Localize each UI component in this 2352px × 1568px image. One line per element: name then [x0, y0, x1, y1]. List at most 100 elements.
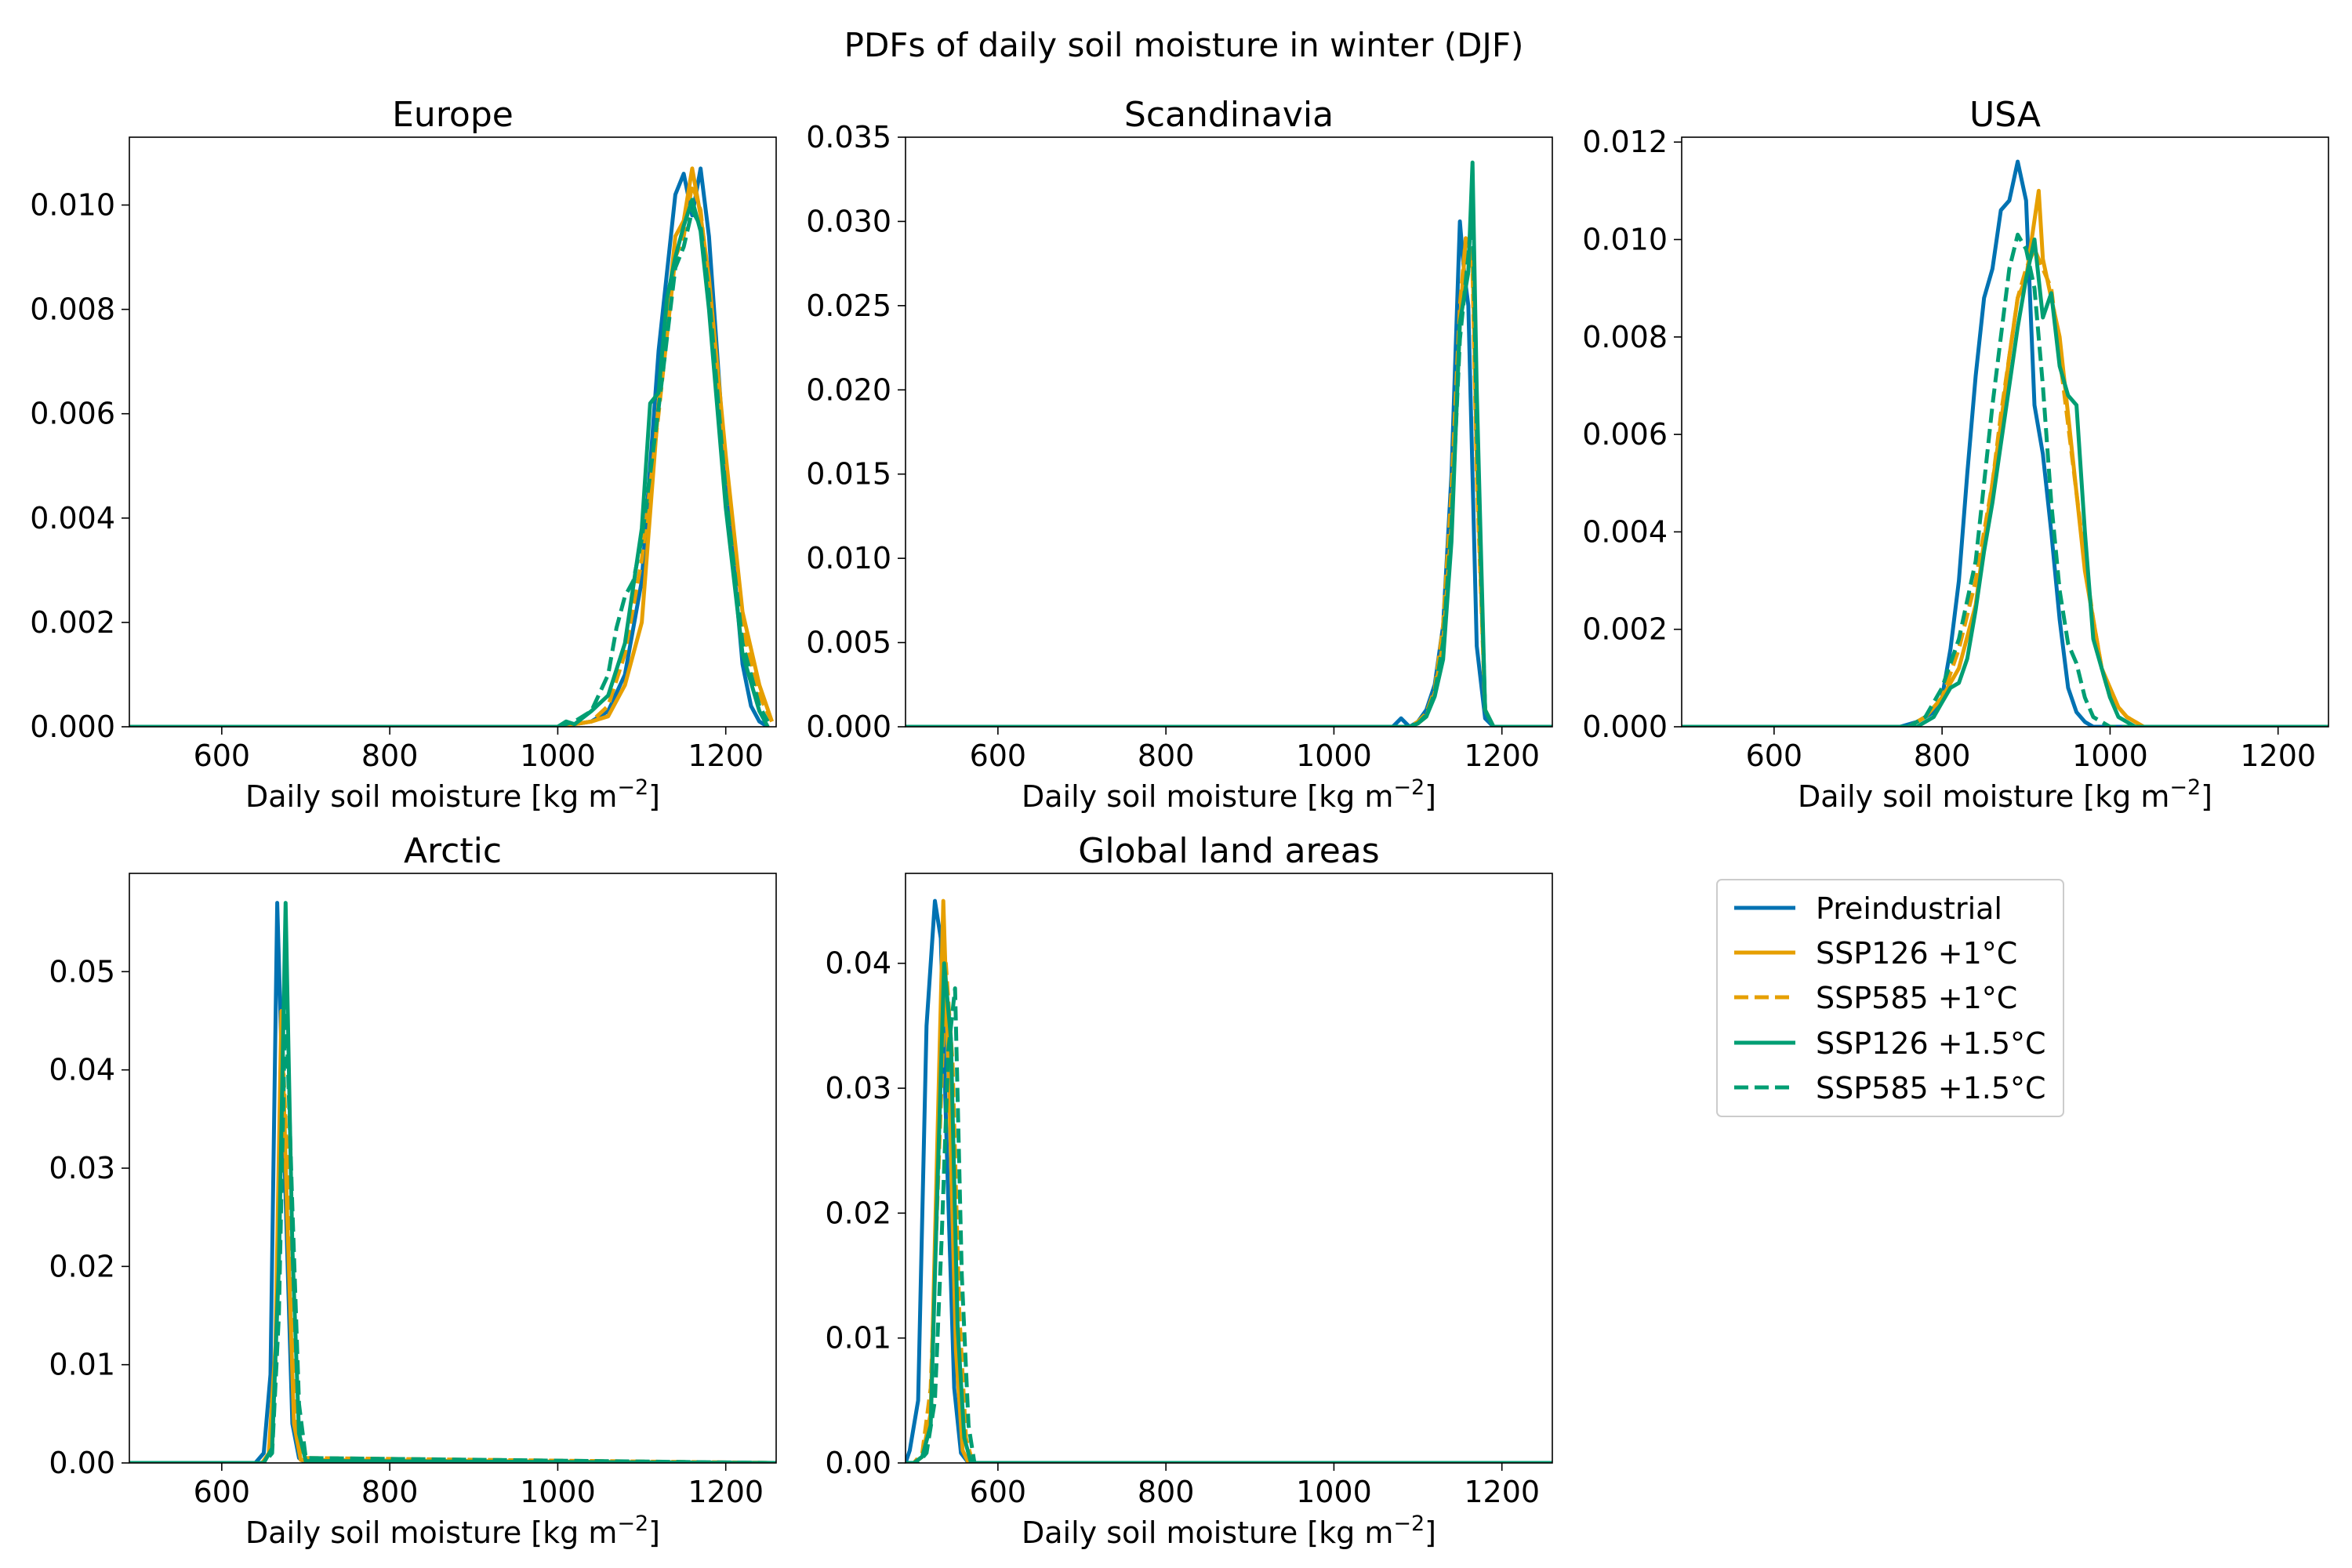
y-tick-label: 0.03 [49, 1151, 115, 1185]
x-axis-label-text: Daily soil moisture [kg m [1022, 1515, 1393, 1550]
x-axis-label: Daily soil moisture [kg m−2] [1798, 775, 2212, 814]
panel-title: Europe [392, 95, 514, 135]
y-tick-label: 0.00 [825, 1446, 891, 1480]
series-line-ssp126-1c [1682, 188, 2328, 727]
x-tick-label: 800 [361, 1475, 419, 1509]
panel-title: Global land areas [1078, 831, 1379, 871]
panel-arctic: Arctic 600 800 1000 1200 0.00 0.01 0.02 0.03 0.04… [49, 831, 777, 1550]
y-tick-label: 0.03 [825, 1071, 891, 1105]
x-tick-label: 600 [1746, 739, 1803, 773]
x-axis-label-exponent: −2 [617, 1512, 648, 1536]
x-axis-label: Daily soil moisture [kg m−2] [1022, 1512, 1436, 1550]
series-line-ssp585-1-5c [1682, 232, 2328, 727]
x-axis-label-end: ] [1425, 1515, 1436, 1550]
x-tick-label: 600 [194, 1475, 251, 1509]
series-line-ssp585-1-5c [906, 986, 1552, 1463]
y-tick-label: 0.015 [806, 457, 891, 492]
plot-frame [905, 873, 1553, 1464]
legend-frame [1716, 879, 2064, 1117]
x-tick-label: 800 [1138, 739, 1195, 773]
x-tick-label: 1000 [520, 739, 596, 773]
y-tick-label: 0.002 [1582, 612, 1668, 647]
series-line-preindustrial [1682, 159, 2328, 727]
x-axis-label-exponent: −2 [1393, 1512, 1425, 1536]
series-line-ssp126-1-5c [906, 961, 1552, 1463]
y-tick-label: 0.025 [806, 289, 891, 323]
legend-label-ssp585-15: SSP585 +1.5°C [1816, 1071, 2046, 1105]
series-line-ssp126-1-5c [1682, 238, 2328, 727]
y-tick-label: 0.002 [30, 605, 115, 640]
panel-usa: USA 600 800 1000 1200 0.000 0.002 0.004 0.006 0.0… [1582, 95, 2329, 814]
x-tick-label: 1200 [688, 739, 764, 773]
y-tick-label: 0.04 [825, 946, 891, 981]
x-axis-label-end: ] [648, 1515, 660, 1550]
y-tick-label: 0.01 [49, 1348, 115, 1382]
y-tick-label: 0.006 [30, 397, 115, 431]
x-tick-label: 600 [194, 739, 251, 773]
x-axis-label-end: ] [1425, 779, 1436, 814]
x-tick-label: 800 [1138, 1475, 1195, 1509]
y-tick-label: 0.008 [1582, 320, 1668, 354]
plot-frame [129, 136, 777, 728]
y-tick-label: 0.008 [30, 292, 115, 327]
x-tick-label: 1000 [520, 1475, 596, 1509]
x-tick-label: 1000 [1296, 739, 1372, 773]
panel-title: USA [1969, 95, 2041, 135]
x-tick-label: 1000 [1296, 1475, 1372, 1509]
series-group [906, 160, 1552, 727]
panel-scandinavia: Scandinavia 600 800 1000 1200 0.000 0.005 0.010… [806, 95, 1553, 814]
panel-global-land-areas: Global land areas 600 800 1000 1200 0.00 0.01 0… [825, 831, 1553, 1550]
x-tick-label: 600 [970, 1475, 1027, 1509]
y-tick-label: 0.000 [806, 710, 891, 744]
x-tick-label: 1200 [2240, 739, 2316, 773]
panel-europe: Europe 600 800 1000 1200 0.000 0.002 0.004 0.006… [30, 95, 777, 814]
x-axis-label-text: Daily soil moisture [kg m [1798, 779, 2169, 814]
x-tick-label: 1200 [1464, 1475, 1540, 1509]
series-line-ssp585-1-5c [906, 202, 1552, 727]
series-line-ssp585-1-5c [129, 208, 770, 727]
y-tick-label: 0.030 [806, 204, 891, 238]
x-tick-label: 1000 [2072, 739, 2148, 773]
x-tick-label: 1200 [1464, 739, 1540, 773]
legend-label-ssp126-15: SSP126 +1.5°C [1816, 1026, 2046, 1061]
x-tick-label: 1200 [688, 1475, 764, 1509]
plot-frame [905, 136, 1553, 728]
y-tick-label: 0.012 [1582, 125, 1668, 159]
x-axis-label: Daily soil moisture [kg m−2] [245, 1512, 660, 1550]
y-tick-label: 0.04 [49, 1053, 115, 1087]
y-tick-label: 0.000 [30, 710, 115, 744]
y-tick-label: 0.000 [1582, 710, 1668, 744]
series-group [129, 901, 776, 1463]
x-axis-label-exponent: −2 [617, 775, 648, 800]
panel-title: Arctic [404, 831, 502, 871]
legend: Preindustrial SSP126 +1°C SSP585 +1°C SS… [1716, 879, 2064, 1117]
y-tick-label: 0.010 [1582, 223, 1668, 257]
series-group [129, 166, 774, 727]
x-axis-label: Daily soil moisture [kg m−2] [1022, 775, 1436, 814]
y-tick-label: 0.005 [806, 626, 891, 660]
plot-frame [1681, 136, 2329, 728]
y-tick-label: 0.004 [30, 501, 115, 535]
y-tick-label: 0.05 [49, 954, 115, 989]
x-axis-label-text: Daily soil moisture [kg m [245, 1515, 617, 1550]
y-tick-label: 0.004 [1582, 514, 1668, 549]
series-group [906, 898, 1552, 1463]
legend-label-preindustrial: Preindustrial [1816, 891, 2002, 926]
y-tick-label: 0.00 [49, 1446, 115, 1480]
y-tick-label: 0.006 [1582, 417, 1668, 452]
y-tick-label: 0.020 [806, 372, 891, 407]
x-axis-label: Daily soil moisture [kg m−2] [245, 775, 660, 814]
y-tick-label: 0.02 [825, 1196, 891, 1230]
legend-label-ssp585-1: SSP585 +1°C [1816, 981, 2017, 1015]
legend-label-ssp126-1: SSP126 +1°C [1816, 936, 2017, 971]
x-axis-label-exponent: −2 [1393, 775, 1425, 800]
x-axis-label-text: Daily soil moisture [kg m [1022, 779, 1393, 814]
x-axis-label-text: Daily soil moisture [kg m [245, 779, 617, 814]
x-tick-label: 800 [361, 739, 419, 773]
x-tick-label: 800 [1914, 739, 1971, 773]
x-tick-label: 600 [970, 739, 1027, 773]
x-axis-label-end: ] [2201, 779, 2212, 814]
y-tick-label: 0.010 [30, 188, 115, 223]
panel-title: Scandinavia [1124, 95, 1334, 135]
